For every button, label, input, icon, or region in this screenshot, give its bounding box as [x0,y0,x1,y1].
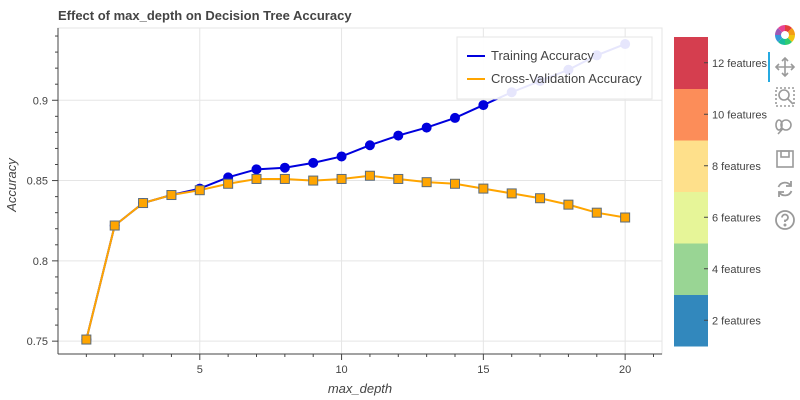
legend-label-training: Training Accuracy [491,48,594,63]
legend: Training Accuracy Cross-Validation Accur… [456,36,653,100]
y-tick-label: 0.8 [33,256,48,268]
x-tick-label: 20 [619,364,631,376]
y-tick-label: 0.75 [27,336,48,348]
colorbar-segment [674,140,708,192]
legend-label-cv: Cross-Validation Accuracy [491,71,642,86]
legend-box [456,36,653,100]
training-point [478,100,489,111]
x-axis-label: max_depth [328,381,392,396]
training-point [449,112,460,123]
colorbar-segment [674,191,708,244]
y-tick-label: 0.85 [27,176,48,188]
reset-icon[interactable] [774,178,796,200]
chart-title: Effect of max_depth on Decision Tree Acc… [58,8,352,23]
cv-point [535,193,546,204]
colorbar: 2 features 4 features 6 features 8 features… [674,37,768,347]
save-icon[interactable] [774,148,796,170]
active-tool-indicator [768,52,770,82]
cv-point [563,199,574,210]
training-point [279,162,290,173]
wheel-zoom-icon[interactable] [774,117,796,139]
colorbar-label: 2 features [712,315,761,327]
cv-point [279,173,290,184]
cv-point [336,173,347,184]
colorbar-label: 10 features [712,109,768,121]
colorbar-segment [674,294,708,347]
cv-point [449,178,460,189]
cv-point [421,177,432,188]
cv-point [138,198,149,209]
colorbar-label: 4 features [712,264,761,276]
cv-point [223,178,234,189]
cv-point [620,212,631,223]
cv-point [251,173,262,184]
training-point [308,157,319,168]
grid [58,28,662,354]
training-point [421,122,432,133]
colorbar-segment [674,243,708,295]
colorbar-label: 8 features [712,161,761,173]
colorbar-segment [674,88,708,141]
colorbar-segment [674,37,708,89]
cv-point [109,220,120,231]
cv-point [478,183,489,194]
x-tick-label: 10 [335,364,347,376]
cv-point [194,185,205,196]
cv-point [166,190,177,201]
x-tick-label: 15 [477,364,489,376]
x-tick-label: 5 [197,364,203,376]
training-point [251,164,262,175]
pan-icon[interactable] [774,56,796,78]
training-point [336,151,347,162]
cv-point [81,334,92,345]
cv-point [308,175,319,186]
cv-point [506,188,517,199]
bokeh-logo-icon[interactable] [774,24,796,46]
colorbar-label: 6 features [712,212,761,224]
axes: 5 10 15 20 0.75 0.8 0.85 0.9 [27,28,662,376]
y-tick-label: 0.9 [33,95,48,107]
cv-point [591,207,602,218]
colorbar-label: 12 features [712,58,768,70]
series-1 [81,170,631,345]
box-zoom-icon[interactable] [774,86,796,108]
y-axis-label: Accuracy [4,157,19,213]
cv-point [364,170,375,181]
training-point [393,130,404,141]
help-icon[interactable] [774,209,796,231]
cv-point [393,173,404,184]
training-point [364,140,375,151]
